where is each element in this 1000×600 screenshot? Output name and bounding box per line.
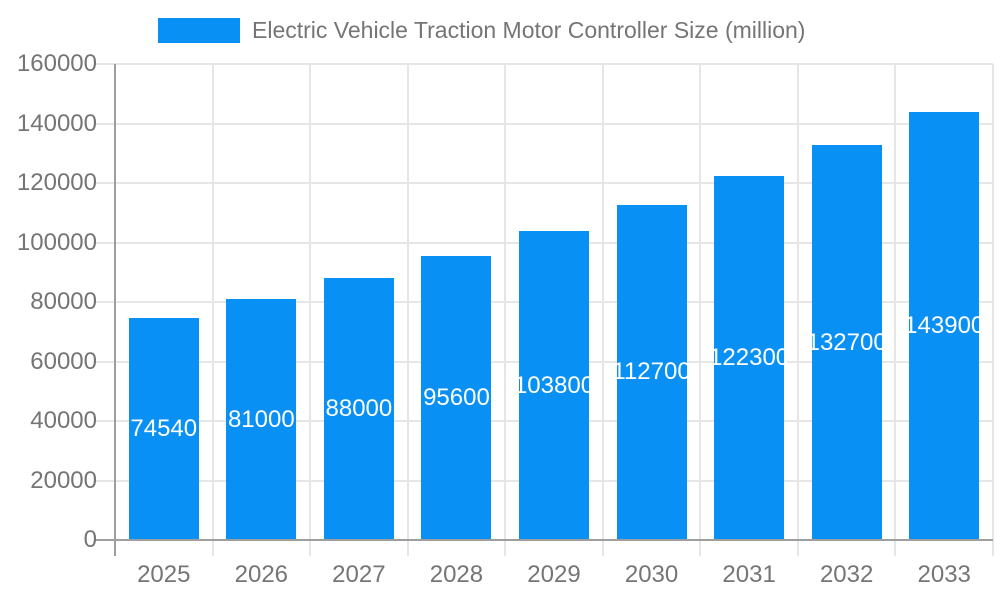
bar-value-label: 132700: [806, 328, 887, 356]
x-gridline: [894, 64, 897, 556]
x-axis-label: 2027: [332, 561, 386, 588]
x-gridline: [992, 64, 994, 556]
chart-legend[interactable]: Electric Vehicle Traction Motor Controll…: [158, 17, 805, 43]
bar-2031[interactable]: [714, 176, 785, 539]
x-axis-label: 2025: [137, 561, 191, 588]
y-axis-label: 20000: [30, 466, 97, 494]
x-axis-label: 2030: [624, 561, 679, 588]
x-gridline: [211, 64, 214, 556]
legend-label: Electric Vehicle Traction Motor Controll…: [252, 16, 806, 43]
y-axis-label: 60000: [30, 347, 97, 375]
bar-2027[interactable]: [323, 278, 394, 539]
y-axis-label: 160000: [16, 50, 97, 77]
y-axis-label: 100000: [16, 228, 97, 256]
bar-value-label: 88000: [325, 395, 393, 423]
x-axis-label: 2032: [819, 561, 874, 588]
bar-2028[interactable]: [421, 255, 492, 539]
bar-2030[interactable]: [616, 204, 687, 539]
y-gridline: [95, 182, 993, 184]
y-axis-label: 0: [83, 526, 97, 553]
bar-value-label: 95600: [423, 383, 490, 411]
bar-value-label: 122300: [709, 344, 790, 372]
y-axis-line: [114, 64, 116, 556]
x-gridline: [504, 64, 507, 556]
x-gridline: [309, 64, 312, 556]
x-gridline: [699, 64, 702, 556]
bar-2032[interactable]: [811, 145, 882, 539]
bar-value-label: 112700: [612, 358, 691, 386]
x-gridline: [406, 64, 409, 556]
x-axis-label: 2028: [429, 561, 484, 588]
bar-2029[interactable]: [519, 231, 589, 539]
y-axis-label: 80000: [30, 288, 97, 315]
bar-value-label: 74540: [130, 415, 198, 443]
y-gridline: [95, 122, 993, 125]
bar-value-label: 143900: [904, 311, 985, 339]
x-axis-line: [95, 539, 993, 541]
legend-swatch[interactable]: [158, 17, 240, 43]
y-gridline: [95, 63, 993, 65]
y-axis-label: 120000: [16, 169, 97, 196]
bar-value-label: 81000: [227, 405, 295, 433]
y-axis-label: 140000: [16, 109, 97, 137]
bar-2033[interactable]: [909, 111, 980, 539]
bar-2025[interactable]: [128, 318, 199, 539]
x-axis-label: 2029: [527, 561, 581, 588]
x-gridline: [601, 64, 604, 556]
x-axis-label: 2033: [917, 561, 971, 588]
x-gridline: [796, 64, 799, 556]
y-axis-label: 40000: [30, 407, 97, 434]
x-axis-label: 2031: [722, 561, 776, 588]
bar-2026[interactable]: [226, 299, 297, 539]
bar-value-label: 103800: [513, 371, 595, 399]
x-axis-label: 2026: [234, 561, 289, 588]
